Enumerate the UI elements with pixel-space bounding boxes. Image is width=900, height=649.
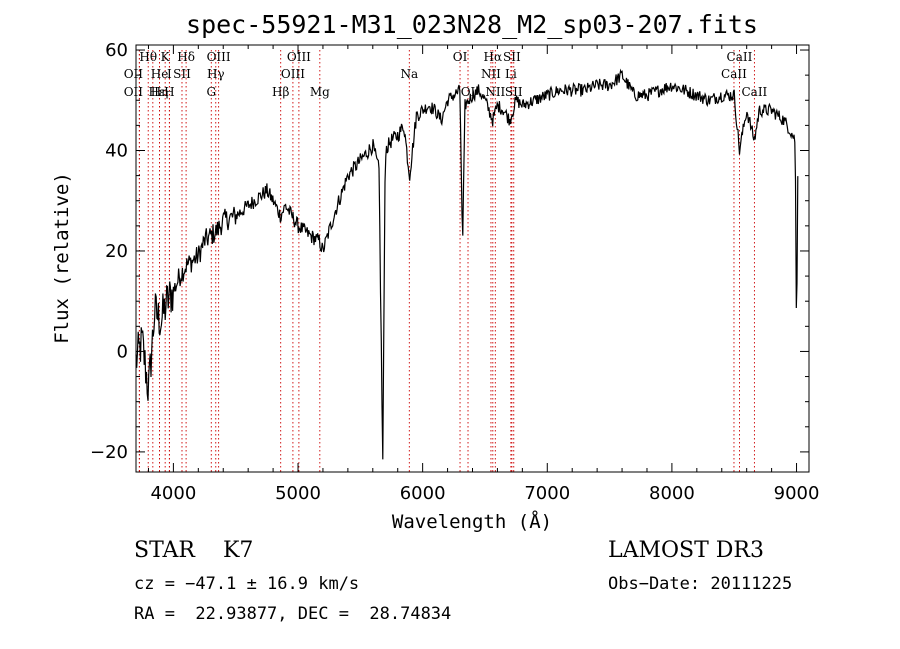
x-tick-label: 8000: [649, 483, 695, 504]
spectral-line-label: He: [151, 67, 169, 81]
survey-name: LAMOST DR3: [608, 538, 764, 563]
spectral-line-label: OIII: [207, 50, 231, 64]
object-class: STAR K7: [134, 538, 254, 563]
spectral-line-label: OI: [461, 85, 476, 99]
x-tick-label: 6000: [400, 483, 446, 504]
x-tick-label: 9000: [774, 483, 820, 504]
spectral-line-label: CaII: [741, 85, 767, 99]
chart-title: spec-55921-M31_023N28_M2_sp03-207.fits: [186, 10, 758, 39]
spectral-line-label: Hα: [484, 50, 503, 64]
y-axis: −20 0 20 40 60: [90, 40, 809, 463]
ra-dec-coordinates: RA = 22.93877, DEC = 28.74834: [134, 604, 452, 624]
spectral-line-label: NII: [485, 85, 505, 99]
y-tick-label: 60: [105, 40, 128, 61]
spectral-line-label: I: [167, 67, 172, 81]
spectral-line-markers: [138, 50, 755, 472]
spectral-line-label: NII: [481, 67, 501, 81]
spectral-line-label: Hδ: [177, 50, 195, 64]
y-tick-label: 0: [117, 341, 128, 362]
spectral-line-label: Hγ: [207, 67, 225, 81]
observation-date: Obs−Date: 20111225: [608, 574, 793, 594]
x-axis-label: Wavelength (Å): [392, 510, 552, 533]
spectral-line-label: SII: [503, 50, 521, 64]
spectral-line-label: CaII: [727, 50, 753, 64]
spectral-line-label: H: [164, 85, 174, 99]
spectral-line-label: OI: [453, 50, 468, 64]
redshift-cz: cz = −47.1 ± 16.9 km/s: [134, 574, 360, 594]
y-tick-label: 40: [105, 140, 128, 161]
y-axis-label: Flux (relative): [51, 172, 73, 344]
spectral-line-label: Mg: [310, 85, 330, 99]
spectral-line-label: Li: [505, 67, 517, 81]
spectral-line-label: Hβ: [272, 85, 289, 99]
x-tick-label: 7000: [524, 483, 570, 504]
spectral-line-label: OII: [124, 85, 144, 99]
spectral-line-label: K: [161, 50, 171, 64]
x-axis: 4000 5000 6000 7000 8000 9000: [147, 45, 820, 504]
spectral-line-label: Hη: [151, 85, 169, 99]
spectral-line-label: SII: [173, 67, 191, 81]
spectral-line-label: CaII: [721, 67, 747, 81]
y-tick-label: −20: [90, 442, 128, 463]
spectral-line-label: G: [206, 85, 216, 99]
spectral-line-label: Hθ: [139, 50, 157, 64]
spectral-line-label: OIII: [287, 50, 311, 64]
plot-frame: [135, 44, 810, 473]
x-tick-label: 5000: [275, 483, 321, 504]
spectral-line-label: OIII: [281, 67, 305, 81]
spectral-line-label: Hε: [148, 85, 165, 99]
spectrum-line: [135, 68, 799, 460]
spectral-line-label: Na: [400, 67, 418, 81]
y-tick-label: 20: [105, 241, 128, 262]
spectral-line-label: OII: [124, 67, 144, 81]
x-tick-label: 4000: [150, 483, 196, 504]
spectral-line-label: SII: [505, 85, 523, 99]
